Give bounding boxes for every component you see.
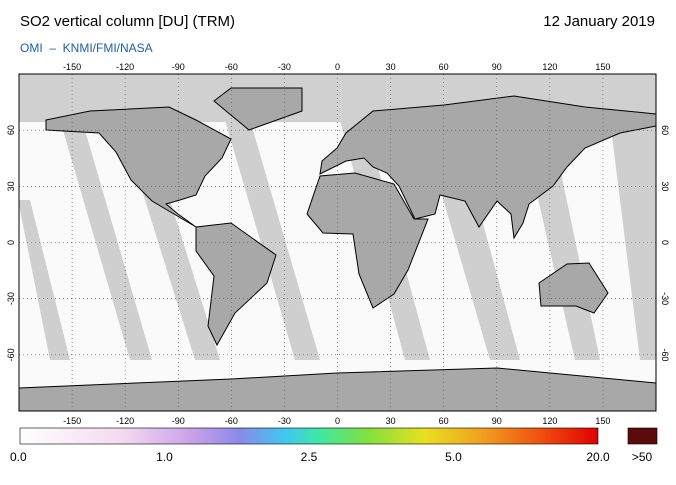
lon-label-bottom: 60 — [439, 416, 449, 426]
colorbar-label: 1.0 — [156, 450, 173, 464]
lon-label-top: -90 — [172, 62, 185, 72]
lat-label-right: 60 — [660, 125, 670, 135]
lat-label-left: 60 — [6, 125, 16, 135]
lat-label-left: 30 — [6, 181, 16, 191]
lon-label-top: 0 — [335, 62, 340, 72]
credit: OMI – KNMI/FMI/NASA — [20, 41, 153, 55]
continents — [19, 87, 656, 411]
lat-label-right: 30 — [660, 181, 670, 191]
lon-label-bottom: -60 — [225, 416, 238, 426]
lon-label-top: -120 — [116, 62, 134, 72]
lon-label-bottom: -120 — [116, 416, 134, 426]
eurasia — [319, 95, 656, 240]
date: 12 January 2019 — [543, 13, 655, 30]
north-america — [45, 106, 232, 228]
lon-label-top: -30 — [278, 62, 291, 72]
overflow-label: >50 — [632, 450, 653, 464]
lat-label-right: 0 — [660, 240, 670, 245]
lat-label-left: 0 — [6, 240, 16, 245]
lon-label-top: 30 — [386, 62, 396, 72]
greenland — [213, 87, 303, 131]
lon-label-bottom: 30 — [386, 416, 396, 426]
colorbar-label: 2.5 — [301, 450, 318, 464]
lon-label-bottom: 120 — [542, 416, 557, 426]
lat-label-right: -30 — [660, 292, 670, 305]
colorbar-label: 5.0 — [445, 450, 462, 464]
lon-label-top: 60 — [439, 62, 449, 72]
lon-label-top: 90 — [492, 62, 502, 72]
colorbar — [19, 427, 599, 445]
australia — [538, 262, 609, 314]
lon-label-bottom: 0 — [335, 416, 340, 426]
title: SO2 vertical column [DU] (TRM) — [20, 13, 235, 30]
lon-label-bottom: 150 — [595, 416, 610, 426]
lon-label-top: 120 — [542, 62, 557, 72]
lon-label-bottom: -150 — [63, 416, 81, 426]
lon-label-bottom: -30 — [278, 416, 291, 426]
lon-label-bottom: 90 — [492, 416, 502, 426]
lat-label-left: -60 — [6, 348, 16, 361]
lat-label-right: -60 — [660, 348, 670, 361]
lat-label-left: -30 — [6, 292, 16, 305]
colorbar-label: 0.0 — [10, 450, 27, 464]
lon-label-top: -150 — [63, 62, 81, 72]
colorbar-label: 20.0 — [586, 450, 610, 464]
map-area — [19, 74, 656, 411]
lon-label-bottom: -90 — [172, 416, 185, 426]
south-america — [195, 222, 277, 347]
graticule — [19, 74, 656, 411]
lon-label-top: -60 — [225, 62, 238, 72]
colorbar-overflow — [627, 427, 658, 445]
lon-label-top: 150 — [595, 62, 610, 72]
map-frame — [18, 73, 657, 412]
